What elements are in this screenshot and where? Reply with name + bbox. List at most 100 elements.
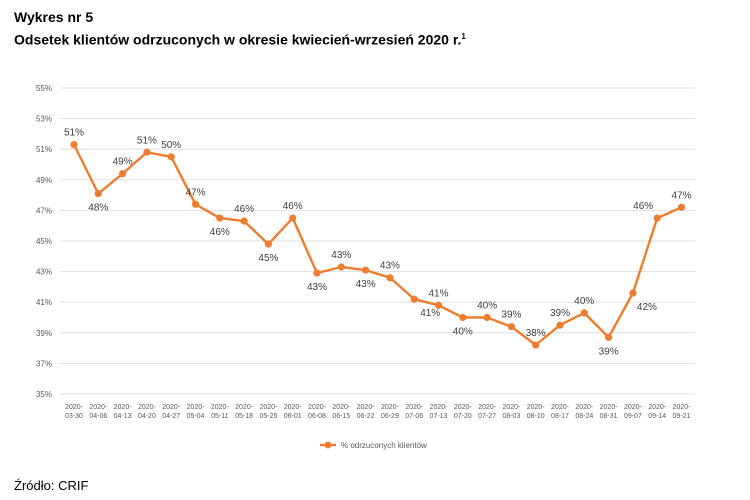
data-point	[264, 240, 272, 248]
x-tick-label: 2020-	[235, 404, 254, 411]
x-tick-label: 2020-	[259, 404, 278, 411]
x-tick-label: 06-08	[308, 413, 326, 420]
data-label: 43%	[331, 250, 351, 261]
x-tick-label: 2020-	[138, 404, 157, 411]
data-point	[386, 274, 394, 282]
x-tick-label: 05-18	[235, 413, 253, 420]
data-point	[629, 289, 637, 297]
x-tick-label: 08-31	[600, 413, 618, 420]
data-point	[216, 214, 224, 222]
y-tick-label: 37%	[36, 359, 52, 368]
x-tick-label: 2020-	[624, 404, 643, 411]
chart-header: Wykres nr 5 Odsetek klientów odrzuconych…	[14, 8, 466, 50]
x-tick-label: 2020-	[308, 404, 327, 411]
x-tick-label: 2020-	[162, 404, 181, 411]
data-point	[556, 321, 564, 329]
y-tick-label: 55%	[36, 84, 52, 93]
x-tick-label: 09-07	[624, 413, 642, 420]
x-tick-label: 2020-	[648, 404, 667, 411]
data-label: 46%	[633, 201, 653, 212]
data-point	[459, 313, 467, 322]
data-label: 43%	[307, 282, 327, 293]
x-tick-label: 2020-	[187, 404, 206, 411]
x-tick-label: 07-20	[454, 413, 472, 420]
x-tick-label: 06-29	[381, 413, 399, 420]
x-tick-label: 2020-	[551, 404, 570, 411]
data-point	[143, 148, 151, 156]
data-label: 40%	[477, 301, 497, 312]
data-point	[167, 153, 175, 161]
x-tick-label: 07-13	[430, 413, 448, 420]
data-label: 39%	[550, 308, 570, 319]
data-label: 48%	[88, 203, 108, 214]
x-tick-label: 09-21	[673, 413, 691, 420]
x-tick-label: 2020-	[527, 404, 546, 411]
x-tick-label: 2020-	[405, 404, 424, 411]
y-tick-label: 41%	[36, 298, 52, 307]
x-tick-label: 08-03	[502, 413, 520, 420]
y-tick-label: 47%	[36, 206, 52, 215]
data-point	[337, 263, 345, 271]
x-tick-label: 2020-	[284, 404, 303, 411]
x-tick-label: 05-11	[211, 413, 228, 420]
x-tick-label: 09-14	[648, 413, 666, 420]
data-label: 40%	[574, 296, 594, 307]
data-point	[483, 313, 491, 322]
x-tick-label: 03-30	[65, 413, 83, 420]
data-label: 47%	[671, 190, 691, 201]
data-point	[362, 266, 370, 274]
x-tick-label: 04-13	[114, 413, 132, 420]
x-tick-label: 2020-	[65, 404, 84, 411]
data-label: 46%	[283, 201, 303, 212]
data-point	[240, 217, 248, 225]
data-point	[532, 341, 540, 349]
data-label: 46%	[210, 227, 230, 238]
data-label: 39%	[599, 346, 619, 357]
x-tick-label: 05-25	[259, 413, 277, 420]
y-tick-label: 53%	[36, 115, 52, 124]
x-tick-label: 2020-	[454, 404, 473, 411]
x-tick-label: 06-15	[332, 413, 350, 420]
data-point	[94, 189, 102, 198]
x-tick-label: 2020-	[357, 404, 376, 411]
data-label: 50%	[161, 140, 181, 151]
data-label: 51%	[137, 135, 157, 146]
x-tick-label: 2020-	[673, 404, 692, 411]
data-label: 43%	[356, 279, 376, 290]
y-tick-label: 51%	[36, 145, 52, 154]
x-tick-label: 2020-	[478, 404, 497, 411]
legend-label: % odrzuconych klientów	[341, 441, 427, 450]
y-tick-label: 49%	[36, 176, 52, 185]
data-label: 45%	[258, 253, 278, 264]
data-point	[653, 214, 661, 222]
y-tick-label: 39%	[36, 329, 52, 338]
data-point	[410, 295, 418, 303]
data-point	[580, 309, 588, 317]
data-label: 40%	[453, 327, 473, 338]
legend-marker	[324, 441, 332, 449]
x-tick-label: 2020-	[114, 404, 133, 411]
x-tick-label: 06-01	[284, 413, 302, 420]
data-point	[313, 269, 321, 277]
data-point	[434, 301, 443, 309]
x-tick-label: 08-17	[551, 413, 569, 420]
data-label: 46%	[234, 204, 254, 215]
data-label: 49%	[113, 157, 133, 168]
footnote-mark: 1	[461, 32, 466, 41]
x-tick-label: 2020-	[381, 404, 400, 411]
y-tick-label: 35%	[36, 390, 52, 399]
data-point	[119, 170, 127, 178]
data-label: 41%	[420, 308, 440, 319]
data-label: 51%	[64, 128, 84, 139]
x-tick-label: 07-27	[478, 413, 496, 420]
x-tick-label: 04-06	[89, 413, 107, 420]
x-tick-label: 2020-	[89, 404, 108, 411]
x-tick-label: 2020-	[575, 404, 594, 411]
x-tick-label: 2020-	[430, 404, 449, 411]
data-point	[605, 333, 613, 341]
x-tick-label: 2020-	[332, 404, 351, 411]
data-label: 47%	[185, 187, 205, 198]
data-label: 42%	[637, 302, 657, 313]
data-point	[191, 200, 200, 208]
